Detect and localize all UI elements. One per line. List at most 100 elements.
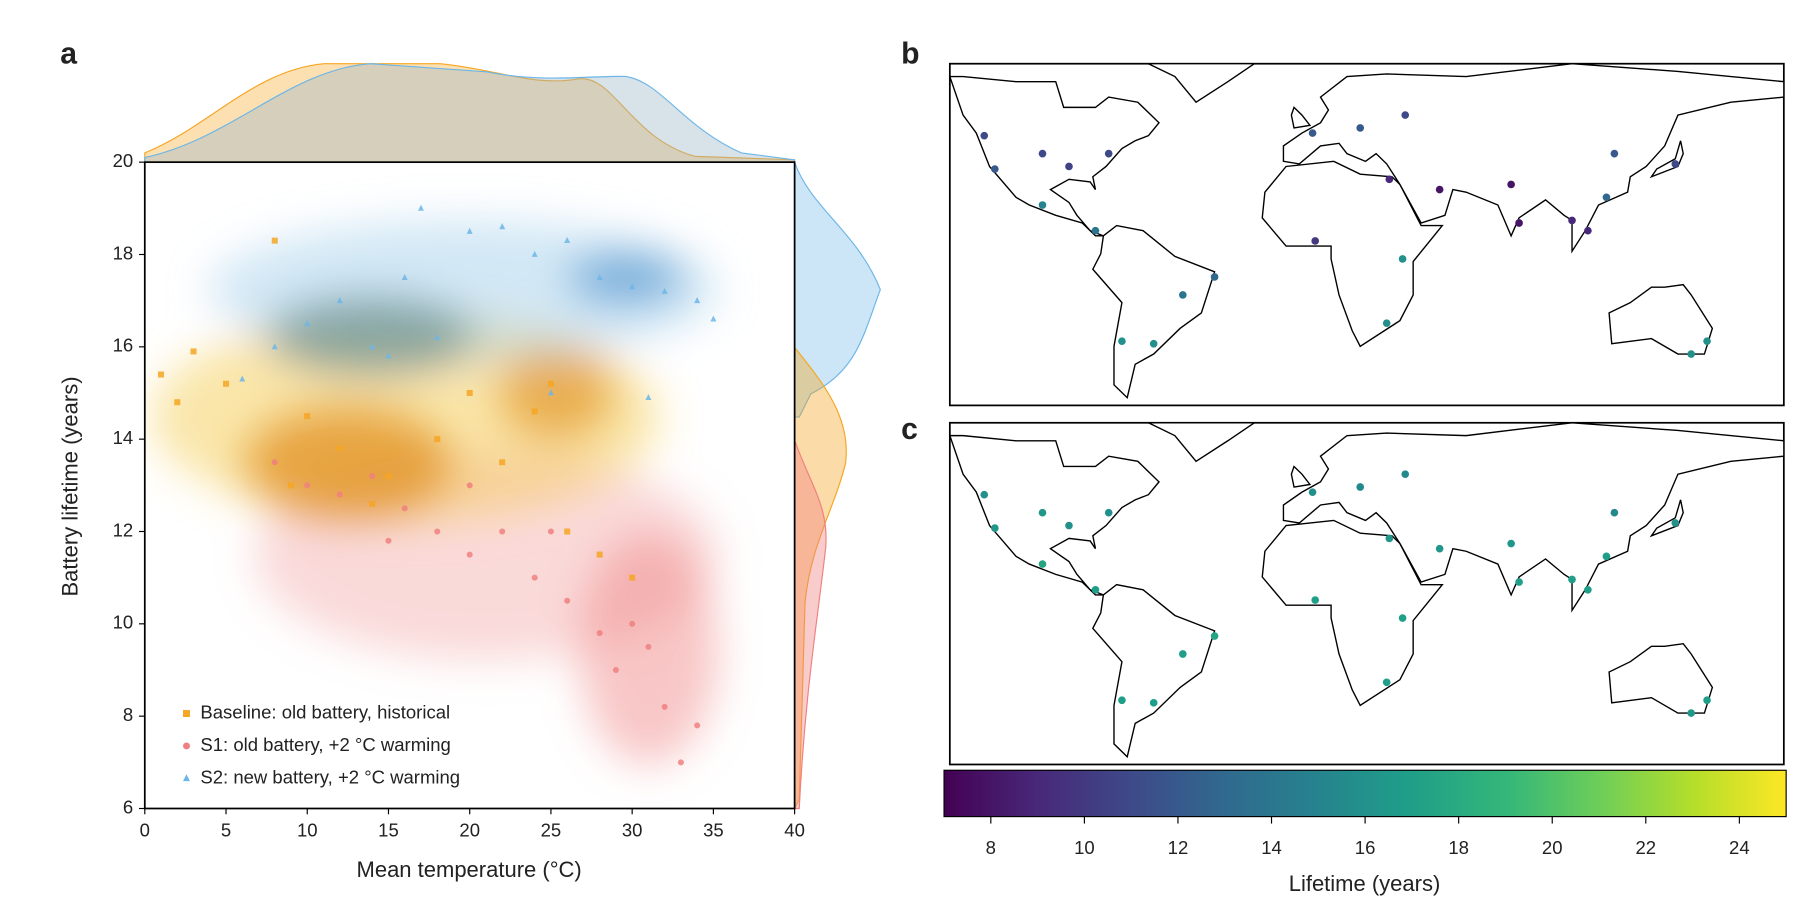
land	[1608, 283, 1714, 355]
point	[369, 500, 376, 507]
point	[710, 315, 717, 322]
point	[547, 380, 554, 387]
map-point	[1671, 519, 1680, 527]
map-point	[1179, 291, 1187, 299]
point	[612, 666, 619, 674]
map-point	[1385, 175, 1394, 184]
point	[466, 482, 473, 489]
map-point	[1149, 698, 1158, 707]
x-tick-label: 5	[221, 820, 231, 841]
colorbar-tick-label: 10	[1074, 837, 1095, 858]
map-point	[1038, 149, 1047, 158]
point	[531, 408, 538, 415]
point	[564, 528, 571, 535]
point	[271, 237, 278, 244]
panel-label: b	[901, 38, 919, 71]
map-point	[1687, 350, 1695, 358]
point	[694, 722, 701, 729]
point	[417, 204, 424, 211]
point	[547, 528, 554, 535]
map-point	[1584, 585, 1592, 594]
map-point	[1311, 237, 1320, 245]
legend-marker	[183, 710, 190, 717]
colorbar	[943, 769, 1787, 818]
map-point	[991, 524, 999, 532]
map-point	[1104, 149, 1113, 158]
point	[645, 393, 652, 401]
map-point	[1065, 162, 1073, 171]
map-point	[1401, 470, 1410, 478]
point	[661, 287, 668, 294]
map-point	[980, 490, 989, 499]
point	[564, 597, 571, 604]
land	[948, 434, 1160, 596]
map-point	[1038, 201, 1047, 209]
x-tick-label: 10	[297, 820, 318, 841]
map-point	[1038, 560, 1047, 568]
map-point	[1356, 483, 1365, 491]
point	[596, 630, 603, 637]
x-tick-label: 20	[459, 820, 480, 841]
point	[385, 473, 392, 480]
map-point	[1210, 632, 1219, 640]
map-point	[1435, 544, 1444, 553]
legend-label: S1: old battery, +2 °C warming	[200, 734, 450, 755]
map-point	[1308, 488, 1317, 496]
point	[385, 537, 392, 544]
land	[1091, 224, 1216, 400]
x-tick-label: 25	[541, 820, 562, 841]
land	[1608, 642, 1714, 714]
map-point	[1311, 596, 1320, 604]
point	[645, 643, 652, 650]
point	[661, 703, 668, 710]
panel-label: a	[60, 38, 77, 71]
y-tick-label: 20	[113, 150, 134, 171]
land	[1290, 106, 1312, 129]
map-point	[1703, 337, 1711, 345]
point	[694, 297, 701, 304]
map	[948, 421, 1785, 766]
point	[629, 574, 636, 581]
colorbar-tick-label: 24	[1729, 837, 1750, 858]
point	[531, 250, 538, 257]
colorbar-tick-label: 16	[1355, 837, 1376, 858]
panel-label: c	[901, 413, 918, 446]
map-point	[1584, 226, 1592, 235]
map-point	[1118, 337, 1126, 345]
map-point	[1687, 709, 1695, 717]
map-point	[1382, 319, 1391, 328]
colorbar-tick-label: 14	[1261, 837, 1282, 858]
point	[287, 482, 295, 489]
x-tick-label: 0	[140, 820, 150, 841]
point	[304, 320, 311, 327]
land	[948, 75, 1160, 237]
map-point	[1515, 578, 1523, 586]
point	[564, 237, 571, 244]
map-point	[1398, 614, 1407, 622]
density	[150, 220, 719, 765]
map-point	[1038, 508, 1047, 517]
point	[304, 413, 311, 420]
point	[336, 445, 343, 452]
map-point	[1118, 696, 1126, 705]
map-point	[1308, 129, 1317, 137]
colorbar-label: Lifetime (years)	[1289, 871, 1441, 896]
top-marginal	[144, 63, 796, 163]
map-point	[1179, 650, 1187, 658]
top-marginal	[144, 63, 796, 163]
map-point	[1568, 216, 1576, 225]
map-point	[1385, 534, 1394, 543]
map-point	[1703, 696, 1711, 705]
land	[1148, 63, 1257, 104]
map-point	[1568, 575, 1576, 584]
point	[499, 223, 506, 230]
map-point	[991, 165, 999, 173]
map-point	[1507, 539, 1515, 548]
point	[369, 473, 376, 480]
map-point	[1091, 585, 1100, 594]
colorbar-tick-label: 12	[1168, 837, 1189, 858]
y-tick-label: 12	[113, 519, 134, 540]
point	[466, 551, 473, 558]
map-point	[1610, 508, 1619, 517]
point	[547, 389, 554, 396]
